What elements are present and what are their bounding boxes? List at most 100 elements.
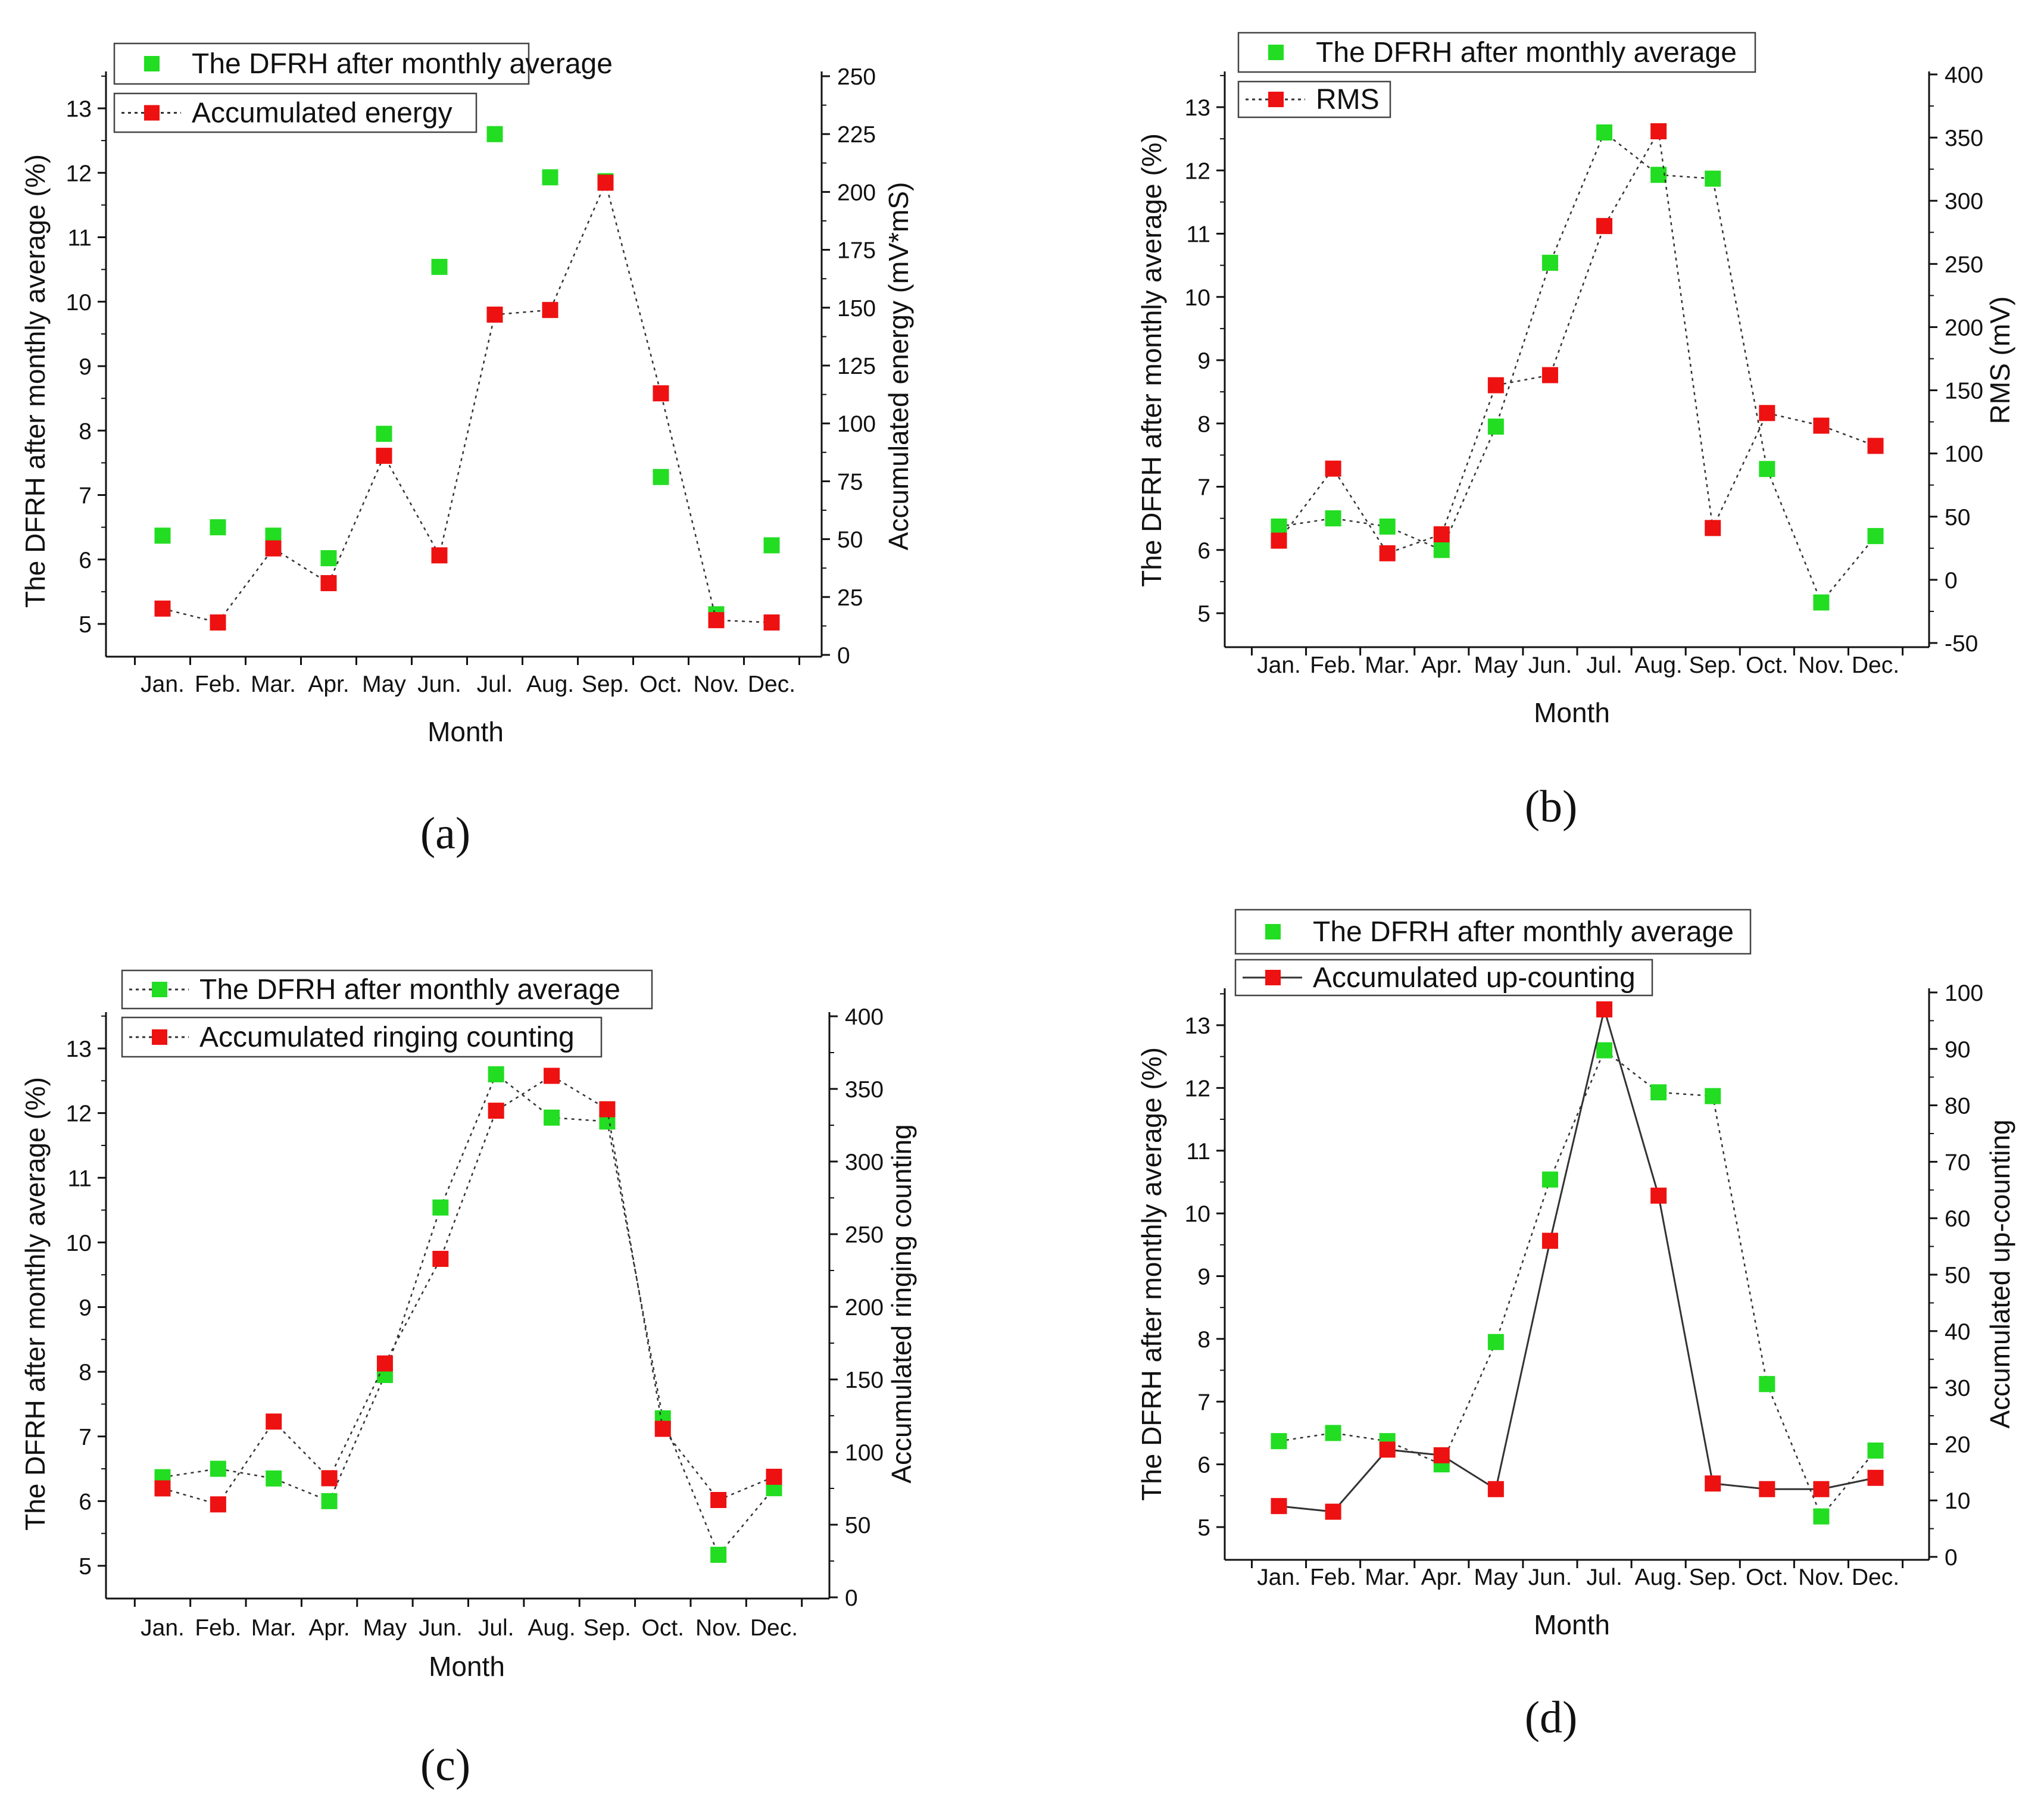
chart-d-dfrh-point bbox=[1325, 1425, 1341, 1441]
chart-d-right-tick-label: 20 bbox=[1945, 1432, 1970, 1457]
chart-a-legend-marker bbox=[144, 105, 160, 121]
chart-c-ylabel-right: Accumulated ringing counting bbox=[886, 1124, 917, 1483]
chart-d-x-tick-label: Aug. bbox=[1635, 1565, 1683, 1590]
chart-a-right-tick-label: 25 bbox=[837, 585, 863, 611]
chart-d-dfrh-point bbox=[1596, 1042, 1613, 1059]
chart-b-legend-dfrh: The DFRH after monthly average bbox=[1237, 32, 1756, 73]
chart-c-legend-marker bbox=[152, 1029, 167, 1045]
chart-c-left-tick-label: 5 bbox=[79, 1554, 92, 1579]
chart-a-ylabel-right: Accumulated energy (mV*mS) bbox=[883, 182, 914, 551]
chart-b-left-tick-label: 12 bbox=[1185, 158, 1210, 184]
chart-d-metric-point bbox=[1813, 1481, 1830, 1497]
chart-a-right-tick-label: 0 bbox=[837, 643, 850, 669]
chart-b-dfrh-point bbox=[1759, 461, 1775, 477]
chart-b-x-tick-label: Jun. bbox=[1528, 653, 1572, 678]
chart-d-x-tick-label: Feb. bbox=[1310, 1565, 1356, 1590]
chart-a-metric-point bbox=[431, 547, 448, 564]
chart-d-left-tick-label: 11 bbox=[1187, 1139, 1211, 1165]
chart-b-dfrh-point bbox=[1650, 167, 1667, 183]
chart-a-ylabel-left: The DFRH after monthly average (%) bbox=[20, 154, 51, 608]
chart-d-dfrh-point bbox=[1487, 1334, 1504, 1350]
chart-d-left-tick-label: 8 bbox=[1197, 1327, 1210, 1353]
chart-c-x-tick-label: Dec. bbox=[750, 1615, 798, 1641]
chart-a-x-tick-label: Jan. bbox=[141, 672, 185, 697]
chart-b-metric-point bbox=[1379, 545, 1396, 561]
chart-c-x-tick-label: Nov. bbox=[695, 1615, 741, 1641]
chart-b-right-tick-label: 150 bbox=[1945, 379, 1983, 404]
chart-b-x-tick-label: May bbox=[1474, 653, 1518, 678]
chart-c-right-tick-label: 200 bbox=[845, 1295, 884, 1321]
chart-c-x-tick-label: Jun. bbox=[419, 1615, 463, 1641]
chart-d-legend-metric: Accumulated up-counting bbox=[1234, 959, 1653, 997]
chart-b-metric-point bbox=[1487, 377, 1504, 394]
chart-c-metric-point bbox=[710, 1492, 727, 1509]
chart-a-dfrh-point bbox=[320, 550, 337, 567]
chart-b-panel-label: (b) bbox=[1525, 782, 1578, 832]
chart-a-legend-box bbox=[113, 42, 530, 85]
chart-b-ylabel-right: RMS (mV) bbox=[1984, 296, 2015, 424]
chart-c-metric-point bbox=[266, 1413, 282, 1430]
chart-c-dfrh-point bbox=[488, 1066, 504, 1082]
chart-c-left-tick-label: 9 bbox=[79, 1295, 92, 1321]
chart-b-right-tick-label: 50 bbox=[1945, 505, 1970, 530]
chart-c-x-tick-label: Oct. bbox=[642, 1615, 685, 1641]
chart-b-left-tick-label: 8 bbox=[1197, 411, 1210, 437]
chart-d-x-tick-label: Jul. bbox=[1586, 1565, 1622, 1590]
chart-a-dfrh-point bbox=[486, 126, 503, 142]
chart-a-legend-label: Accumulated energy bbox=[192, 98, 453, 129]
chart-d-panel-label: (d) bbox=[1525, 1693, 1578, 1743]
chart-b-dfrh-point bbox=[1487, 419, 1504, 435]
chart-c-legend-dfrh: The DFRH after monthly average bbox=[121, 969, 653, 1010]
chart-d-x-tick-label: Apr. bbox=[1421, 1565, 1462, 1590]
chart-a-left-tick-label: 6 bbox=[79, 548, 92, 573]
chart-d-x-tick-label: Oct. bbox=[1746, 1565, 1789, 1590]
chart-d-metric-point bbox=[1433, 1447, 1450, 1463]
chart-d-metric-point bbox=[1271, 1498, 1287, 1515]
chart-a: Month The DFRH after monthly average (%)… bbox=[20, 42, 914, 859]
chart-a-x-tick-label: Dec. bbox=[748, 672, 795, 697]
chart-b-x-tick-label: Oct. bbox=[1746, 653, 1789, 678]
chart-d-x-tick-label: Mar. bbox=[1365, 1565, 1410, 1590]
chart-a-dfrh-point bbox=[763, 537, 780, 554]
chart-c-legend-box bbox=[121, 1016, 603, 1058]
chart-c-legend-metric: Accumulated ringing counting bbox=[121, 1016, 603, 1058]
chart-c-metric-point bbox=[321, 1470, 338, 1487]
chart-a-metric-point bbox=[265, 540, 282, 557]
chart-c-dfrh-point bbox=[432, 1199, 449, 1216]
chart-b-right-tick-label: 250 bbox=[1945, 252, 1983, 277]
chart-a-left-tick-label: 7 bbox=[79, 483, 92, 509]
chart-b-x-tick-label: Nov. bbox=[1798, 653, 1844, 678]
chart-d-legend-marker bbox=[1265, 970, 1281, 985]
chart-b-legend-box bbox=[1237, 32, 1756, 73]
chart-d-legend-box bbox=[1234, 959, 1653, 997]
chart-b-x-tick-label: Feb. bbox=[1310, 653, 1356, 678]
chart-d-left-tick-label: 5 bbox=[1197, 1515, 1210, 1541]
chart-a-right-tick-label: 75 bbox=[837, 469, 863, 495]
chart-a-dfrh-point bbox=[210, 519, 226, 536]
chart-c-x-tick-label: Feb. bbox=[195, 1615, 241, 1641]
chart-d-metric-point bbox=[1379, 1441, 1396, 1458]
chart-d-right-tick-label: 0 bbox=[1945, 1545, 1958, 1571]
chart-b-metric-point bbox=[1705, 520, 1721, 536]
chart-c-series-dfrh-line bbox=[162, 1073, 775, 1556]
chart-c-legend-box bbox=[121, 969, 653, 1010]
chart-d-x-tick-label: Sep. bbox=[1689, 1565, 1737, 1590]
chart-a-xlabel: Month bbox=[427, 716, 504, 747]
chart-c-right-tick-label: 50 bbox=[845, 1513, 870, 1538]
chart-d-metric-point bbox=[1596, 1001, 1613, 1017]
chart-a-left-tick-label: 11 bbox=[68, 226, 92, 251]
chart-d-dfrh-point bbox=[1867, 1442, 1884, 1459]
chart-b-left-tick-label: 13 bbox=[1185, 95, 1210, 121]
chart-d-legend-dfrh: The DFRH after monthly average bbox=[1234, 909, 1752, 955]
chart-c-metric-point bbox=[376, 1355, 393, 1372]
chart-c-dfrh-point bbox=[210, 1460, 226, 1477]
chart-a-metric-point bbox=[597, 174, 614, 191]
chart-b-ylabel-left: The DFRH after monthly average (%) bbox=[1136, 133, 1167, 587]
chart-a-dfrh-point bbox=[542, 169, 558, 186]
chart-a-dfrh-point bbox=[653, 469, 669, 485]
chart-b-legend-label: The DFRH after monthly average bbox=[1316, 37, 1737, 68]
chart-a-x-tick-label: Nov. bbox=[693, 672, 739, 697]
chart-a-metric-point bbox=[154, 600, 171, 617]
chart-b-x-tick-label: Jul. bbox=[1586, 653, 1622, 678]
chart-c-legend-label: The DFRH after monthly average bbox=[199, 974, 620, 1006]
